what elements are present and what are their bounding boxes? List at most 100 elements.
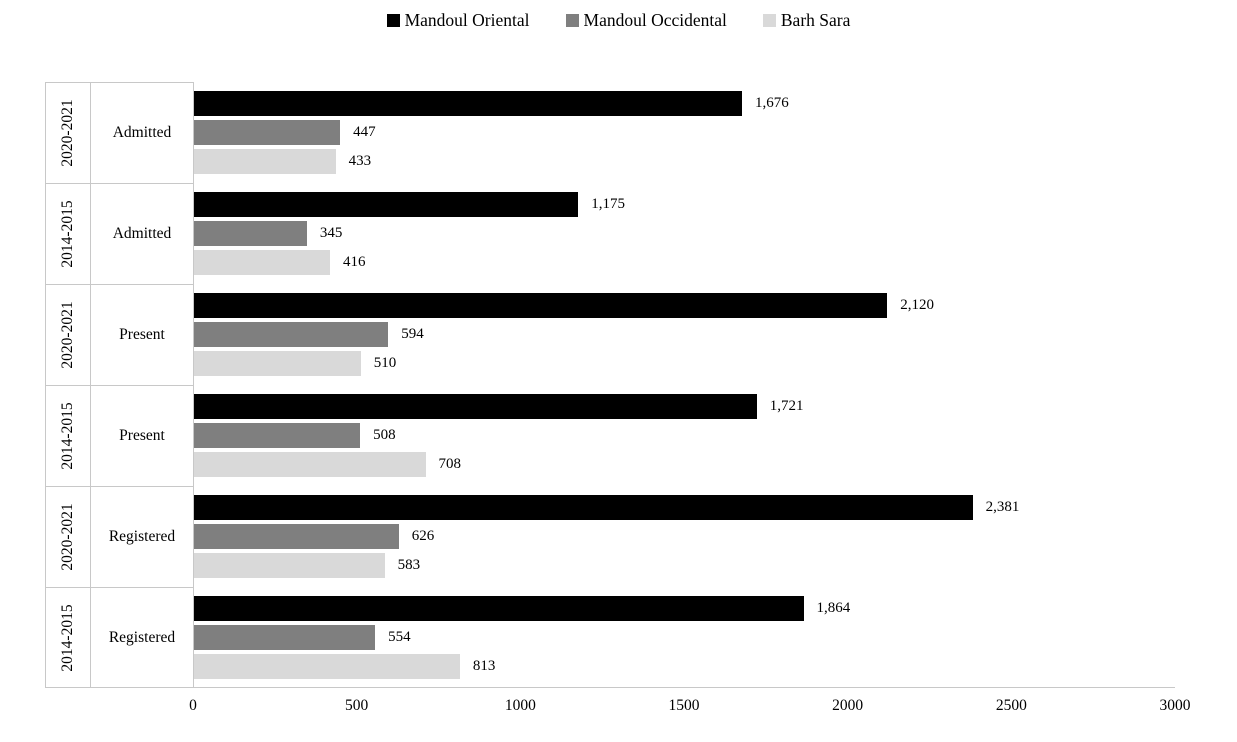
period-label: 2020-2021 xyxy=(59,301,76,369)
bar-mandoul-oriental xyxy=(194,192,579,217)
period-cell: 2020-2021 xyxy=(45,284,90,385)
bar-mandoul-occidental xyxy=(194,524,399,549)
bar-group: 1,175 345 416 xyxy=(193,183,1175,284)
legend-item-mandoul-oriental: Mandoul Oriental xyxy=(386,10,530,31)
legend-label: Mandoul Oriental xyxy=(404,10,530,30)
category-label: Present xyxy=(90,385,193,486)
bar-line: 594 xyxy=(194,322,1175,347)
data-label: 433 xyxy=(348,153,372,169)
legend-label: Mandoul Occidental xyxy=(583,10,727,30)
data-label: 1,175 xyxy=(591,196,625,212)
period-cell: 2014-2015 xyxy=(45,587,90,688)
bar-line: 510 xyxy=(194,351,1175,376)
x-axis-tick-label: 1500 xyxy=(668,697,700,714)
data-label: 594 xyxy=(401,326,424,342)
bar-barh-sara xyxy=(194,250,331,275)
bar-mandoul-oriental xyxy=(194,91,743,116)
legend-marker-icon xyxy=(762,14,776,27)
bar-line: 813 xyxy=(194,654,1175,679)
bar-group: 2,381 626 583 xyxy=(193,486,1175,587)
category-label: Present xyxy=(90,284,193,385)
period-cell: 2020-2021 xyxy=(45,82,90,183)
bar-line: 1,864 xyxy=(194,596,1175,621)
data-label: 1,721 xyxy=(769,398,804,414)
category-group-present-2020-2021: 2020-2021 Present 2,120 594 510 xyxy=(45,284,1175,385)
bar-barh-sara xyxy=(194,452,426,477)
period-cell: 2014-2015 xyxy=(45,183,90,284)
bar-mandoul-occidental xyxy=(194,625,376,650)
period-cell: 2014-2015 xyxy=(45,385,90,486)
x-axis-tick-label: 1000 xyxy=(504,697,536,714)
category-label: Registered xyxy=(90,587,193,688)
data-label: 708 xyxy=(438,456,462,472)
x-axis-tick-label: 2500 xyxy=(995,697,1027,714)
bar-line: 1,676 xyxy=(194,91,1175,116)
bar-line: 626 xyxy=(194,524,1175,549)
x-axis-tick-label: 500 xyxy=(345,697,369,714)
bar-barh-sara xyxy=(194,654,460,679)
bar-line: 2,381 xyxy=(194,495,1175,520)
bar-line: 2,120 xyxy=(194,293,1175,318)
period-label: 2020-2021 xyxy=(59,503,76,571)
legend-item-mandoul-occidental: Mandoul Occidental xyxy=(565,10,727,31)
plot-area: 2020-2021 Admitted 1,676 447 433 2014-2015 Adm… xyxy=(45,82,1175,688)
bar-mandoul-occidental xyxy=(194,120,341,145)
category-label: Admitted xyxy=(90,183,193,284)
bar-line: 1,175 xyxy=(194,192,1175,217)
legend-item-barh-sara: Barh Sara xyxy=(762,10,851,31)
data-label: 1,676 xyxy=(755,95,789,111)
bar-group: 1,721 508 708 xyxy=(193,385,1175,486)
x-axis-tick-label: 3000 xyxy=(1159,697,1191,714)
bar-barh-sara xyxy=(194,553,385,578)
data-label: 2,381 xyxy=(985,499,1020,515)
category-group-present-2014-2015: 2014-2015 Present 1,721 508 708 xyxy=(45,385,1175,486)
chart-legend: Mandoul Oriental Mandoul Occidental Barh S… xyxy=(0,10,1237,31)
category-group-admitted-2014-2015: 2014-2015 Admitted 1,175 345 416 xyxy=(45,183,1175,284)
period-label: 2014-2015 xyxy=(59,402,76,470)
bar-group: 2,120 594 510 xyxy=(193,284,1175,385)
data-label: 583 xyxy=(397,557,421,573)
bar-line: 345 xyxy=(194,221,1175,246)
bar-barh-sara xyxy=(194,149,336,174)
bar-mandoul-oriental xyxy=(194,394,757,419)
data-label: 554 xyxy=(388,629,411,645)
data-label: 447 xyxy=(353,124,376,140)
legend-marker-icon xyxy=(565,14,579,27)
category-group-registered-2014-2015: 2014-2015 Registered 1,864 554 813 xyxy=(45,587,1175,688)
data-label: 2,120 xyxy=(900,297,934,313)
data-label: 416 xyxy=(343,254,366,270)
data-label: 626 xyxy=(411,528,435,544)
bar-group: 1,864 554 813 xyxy=(193,587,1175,688)
data-label: 1,864 xyxy=(816,600,851,616)
data-label: 510 xyxy=(373,355,397,371)
bar-line: 1,721 xyxy=(194,394,1175,419)
data-label: 345 xyxy=(319,225,343,241)
x-axis-tick-label: 2000 xyxy=(832,697,864,714)
bar-mandoul-occidental xyxy=(194,423,361,448)
period-label: 2014-2015 xyxy=(59,200,76,268)
period-label: 2014-2015 xyxy=(59,604,76,672)
category-label: Admitted xyxy=(90,82,193,183)
bar-barh-sara xyxy=(194,351,361,376)
data-label: 813 xyxy=(472,658,496,674)
bar-mandoul-oriental xyxy=(194,596,804,621)
bar-mandoul-occidental xyxy=(194,322,389,347)
bar-line: 583 xyxy=(194,553,1175,578)
legend-label: Barh Sara xyxy=(780,10,851,30)
category-group-admitted-2020-2021: 2020-2021 Admitted 1,676 447 433 xyxy=(45,82,1175,183)
bar-line: 447 xyxy=(194,120,1175,145)
bar-mandoul-oriental xyxy=(194,293,888,318)
bar-line: 554 xyxy=(194,625,1175,650)
bar-line: 433 xyxy=(194,149,1175,174)
bar-line: 416 xyxy=(194,250,1175,275)
x-axis-tick-label: 0 xyxy=(189,697,197,714)
bar-group: 1,676 447 433 xyxy=(193,82,1175,183)
bar-line: 508 xyxy=(194,423,1175,448)
category-group-registered-2020-2021: 2020-2021 Registered 2,381 626 583 xyxy=(45,486,1175,587)
bar-mandoul-occidental xyxy=(194,221,307,246)
legend-marker-icon xyxy=(386,14,400,27)
period-cell: 2020-2021 xyxy=(45,486,90,587)
bar-mandoul-oriental xyxy=(194,495,973,520)
bar-line: 708 xyxy=(194,452,1175,477)
